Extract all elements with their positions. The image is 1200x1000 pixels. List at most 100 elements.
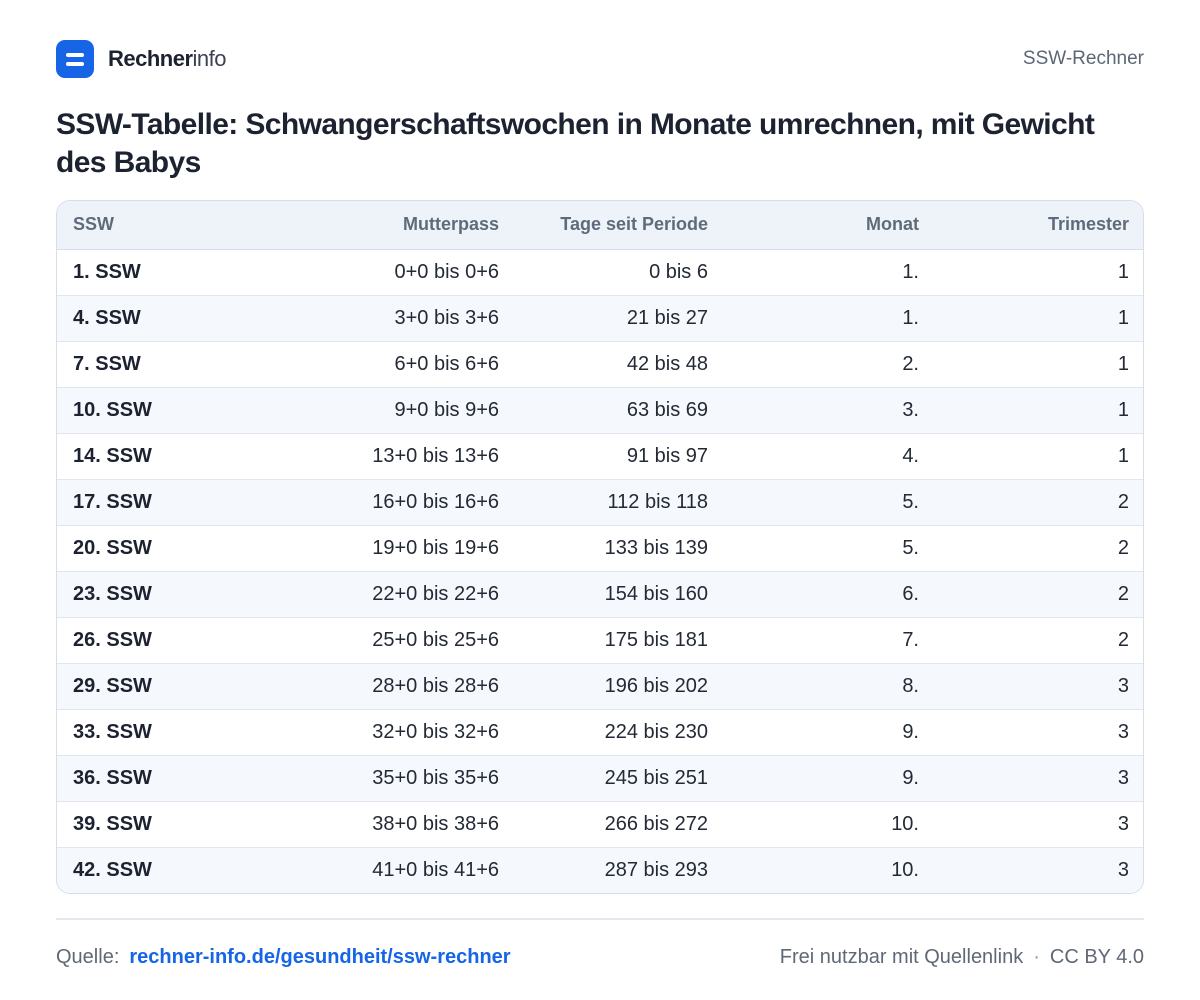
table-row: 4. SSW 3+0 bis 3+6 21 bis 27 1. 1: [57, 294, 1143, 341]
table-cell: 10. SSW: [57, 386, 257, 433]
table-cell: 28+0 bis 28+6: [257, 662, 515, 709]
table-cell: 23. SSW: [57, 570, 257, 617]
table-cell: 2: [935, 616, 1143, 663]
table-cell: 19+0 bis 19+6: [257, 524, 515, 571]
table-cell: 41+0 bis 41+6: [257, 846, 515, 893]
source-label: Quelle:: [56, 945, 120, 968]
table-cell: 224 bis 230: [515, 708, 724, 755]
table-cell: 245 bis 251: [515, 754, 724, 801]
table-cell: 175 bis 181: [515, 616, 724, 663]
table-cell: 266 bis 272: [515, 800, 724, 847]
table-cell: 1.: [724, 294, 935, 341]
table-cell: 29. SSW: [57, 662, 257, 709]
source-link[interactable]: rechner-info.de/gesundheit/ssw-rechner: [129, 945, 511, 968]
table-row: 10. SSW 9+0 bis 9+6 63 bis 69 3. 1: [57, 386, 1143, 433]
column-header: Monat: [724, 201, 935, 250]
table-cell: 4.: [724, 432, 935, 479]
license-badge: CC BY 4.0: [1049, 945, 1144, 968]
table-cell: 3: [935, 754, 1143, 801]
brand-name-strong: Rechner: [108, 46, 193, 71]
page-title: SSW-Tabelle: Schwangerschaftswochen in M…: [56, 108, 1095, 179]
table-cell: 3: [935, 708, 1143, 755]
table-cell: 3+0 bis 3+6: [257, 294, 515, 341]
table-cell: 2.: [724, 340, 935, 387]
table-row: 36. SSW 35+0 bis 35+6 245 bis 251 9. 3: [57, 754, 1143, 801]
table-cell: 9+0 bis 9+6: [257, 386, 515, 433]
brand-name: Rechnerinfo: [108, 46, 227, 72]
ssw-table-container: SSW Mutterpass Tage seit Periode Monat Trime…: [56, 200, 1144, 894]
table-row: 29. SSW 28+0 bis 28+6 196 bis 202 8. 3: [57, 662, 1143, 709]
footer-divider: [56, 918, 1144, 920]
table-cell: 1: [935, 294, 1143, 341]
table-row: 42. SSW 41+0 bis 41+6 287 bis 293 10. 3: [57, 846, 1143, 893]
table-cell: 22+0 bis 22+6: [257, 570, 515, 617]
table-cell: 5.: [724, 524, 935, 571]
table-row: 33. SSW 32+0 bis 32+6 224 bis 230 9. 3: [57, 708, 1143, 755]
table-cell: 0+0 bis 0+6: [394, 260, 499, 283]
table-cell: 39. SSW: [57, 800, 257, 847]
equals-logo-icon: [56, 40, 94, 78]
table-cell: 63 bis 69: [515, 386, 724, 433]
ssw-table: SSW Mutterpass Tage seit Periode Monat Trime…: [57, 201, 1143, 893]
column-header: Trimester: [935, 201, 1143, 250]
table-cell: 10.: [724, 846, 935, 893]
table-cell: 3: [935, 662, 1143, 709]
table-cell: 25+0 bis 25+6: [257, 616, 515, 663]
column-header: Mutterpass: [257, 201, 515, 250]
table-cell: 2: [935, 570, 1143, 617]
table-row: 20. SSW 19+0 bis 19+6 133 bis 139 5. 2: [57, 524, 1143, 571]
table-row: 17. SSW 16+0 bis 16+6 112 bis 118 5. 2: [57, 478, 1143, 525]
table-cell: 287 bis 293: [515, 846, 724, 893]
table-row: 26. SSW 25+0 bis 25+6 175 bis 181 7. 2: [57, 616, 1143, 663]
table-cell: 1. SSW: [73, 260, 141, 283]
table-cell: 16+0 bis 16+6: [257, 478, 515, 525]
table-cell: 196 bis 202: [515, 662, 724, 709]
table-row: 23. SSW 22+0 bis 22+6 154 bis 160 6. 2: [57, 570, 1143, 617]
table-cell: 1: [1117, 260, 1129, 283]
table-cell: 133 bis 139: [515, 524, 724, 571]
table-cell: 42 bis 48: [515, 340, 724, 387]
table-header-row: SSW Mutterpass Tage seit Periode Monat Trime…: [57, 201, 1143, 250]
table-row: 14. SSW 13+0 bis 13+6 91 bis 97 4. 1: [57, 432, 1143, 479]
table-cell: 1: [935, 432, 1143, 479]
table-cell: 13+0 bis 13+6: [257, 432, 515, 479]
table-cell: 2: [935, 478, 1143, 525]
table-cell: 6.: [724, 570, 935, 617]
table-cell: 3: [935, 846, 1143, 893]
table-cell: 38+0 bis 38+6: [257, 800, 515, 847]
table-cell: 20. SSW: [57, 524, 257, 571]
table-body: 1. SSW 0+0 bis 0+6 0 bis 6 1. 1 4. SSW 3+0 bis…: [57, 249, 1143, 893]
table-cell: 21 bis 27: [515, 294, 724, 341]
table-cell: 8.: [724, 662, 935, 709]
brand-logo[interactable]: Rechnerinfo: [56, 40, 227, 78]
table-cell: 3: [935, 800, 1143, 847]
table-cell: 7. SSW: [57, 340, 257, 387]
table-cell: 9.: [724, 708, 935, 755]
site-header: Rechnerinfo SSW-Rechner: [56, 40, 1144, 78]
table-cell: 17. SSW: [57, 478, 257, 525]
table-cell: 7.: [724, 616, 935, 663]
table-cell: 1: [935, 340, 1143, 387]
table-cell: 112 bis 118: [515, 478, 724, 525]
table-row: 1. SSW 0+0 bis 0+6 0 bis 6 1. 1: [57, 249, 1143, 295]
table-cell: 32+0 bis 32+6: [257, 708, 515, 755]
table-cell: 33. SSW: [57, 708, 257, 755]
table-cell: 1.: [902, 260, 919, 283]
footer: Quelle: rechner-info.de/gesundheit/ssw-r…: [56, 940, 1144, 974]
table-cell: 91 bis 97: [515, 432, 724, 479]
table-cell: 26. SSW: [57, 616, 257, 663]
calculator-label[interactable]: SSW-Rechner: [1022, 48, 1144, 69]
table-cell: 154 bis 160: [515, 570, 724, 617]
table-cell: 4. SSW: [57, 294, 257, 341]
column-header: SSW: [57, 201, 257, 250]
table-cell: 2: [935, 524, 1143, 571]
table-cell: 35+0 bis 35+6: [257, 754, 515, 801]
table-cell: 1: [935, 386, 1143, 433]
table-cell: 42. SSW: [57, 846, 257, 893]
table-cell: 10.: [724, 800, 935, 847]
brand-name-light: info: [192, 46, 227, 71]
table-cell: 6+0 bis 6+6: [257, 340, 515, 387]
table-cell: 5.: [724, 478, 935, 525]
column-header: Tage seit Periode: [515, 201, 724, 250]
table-cell: 14. SSW: [57, 432, 257, 479]
